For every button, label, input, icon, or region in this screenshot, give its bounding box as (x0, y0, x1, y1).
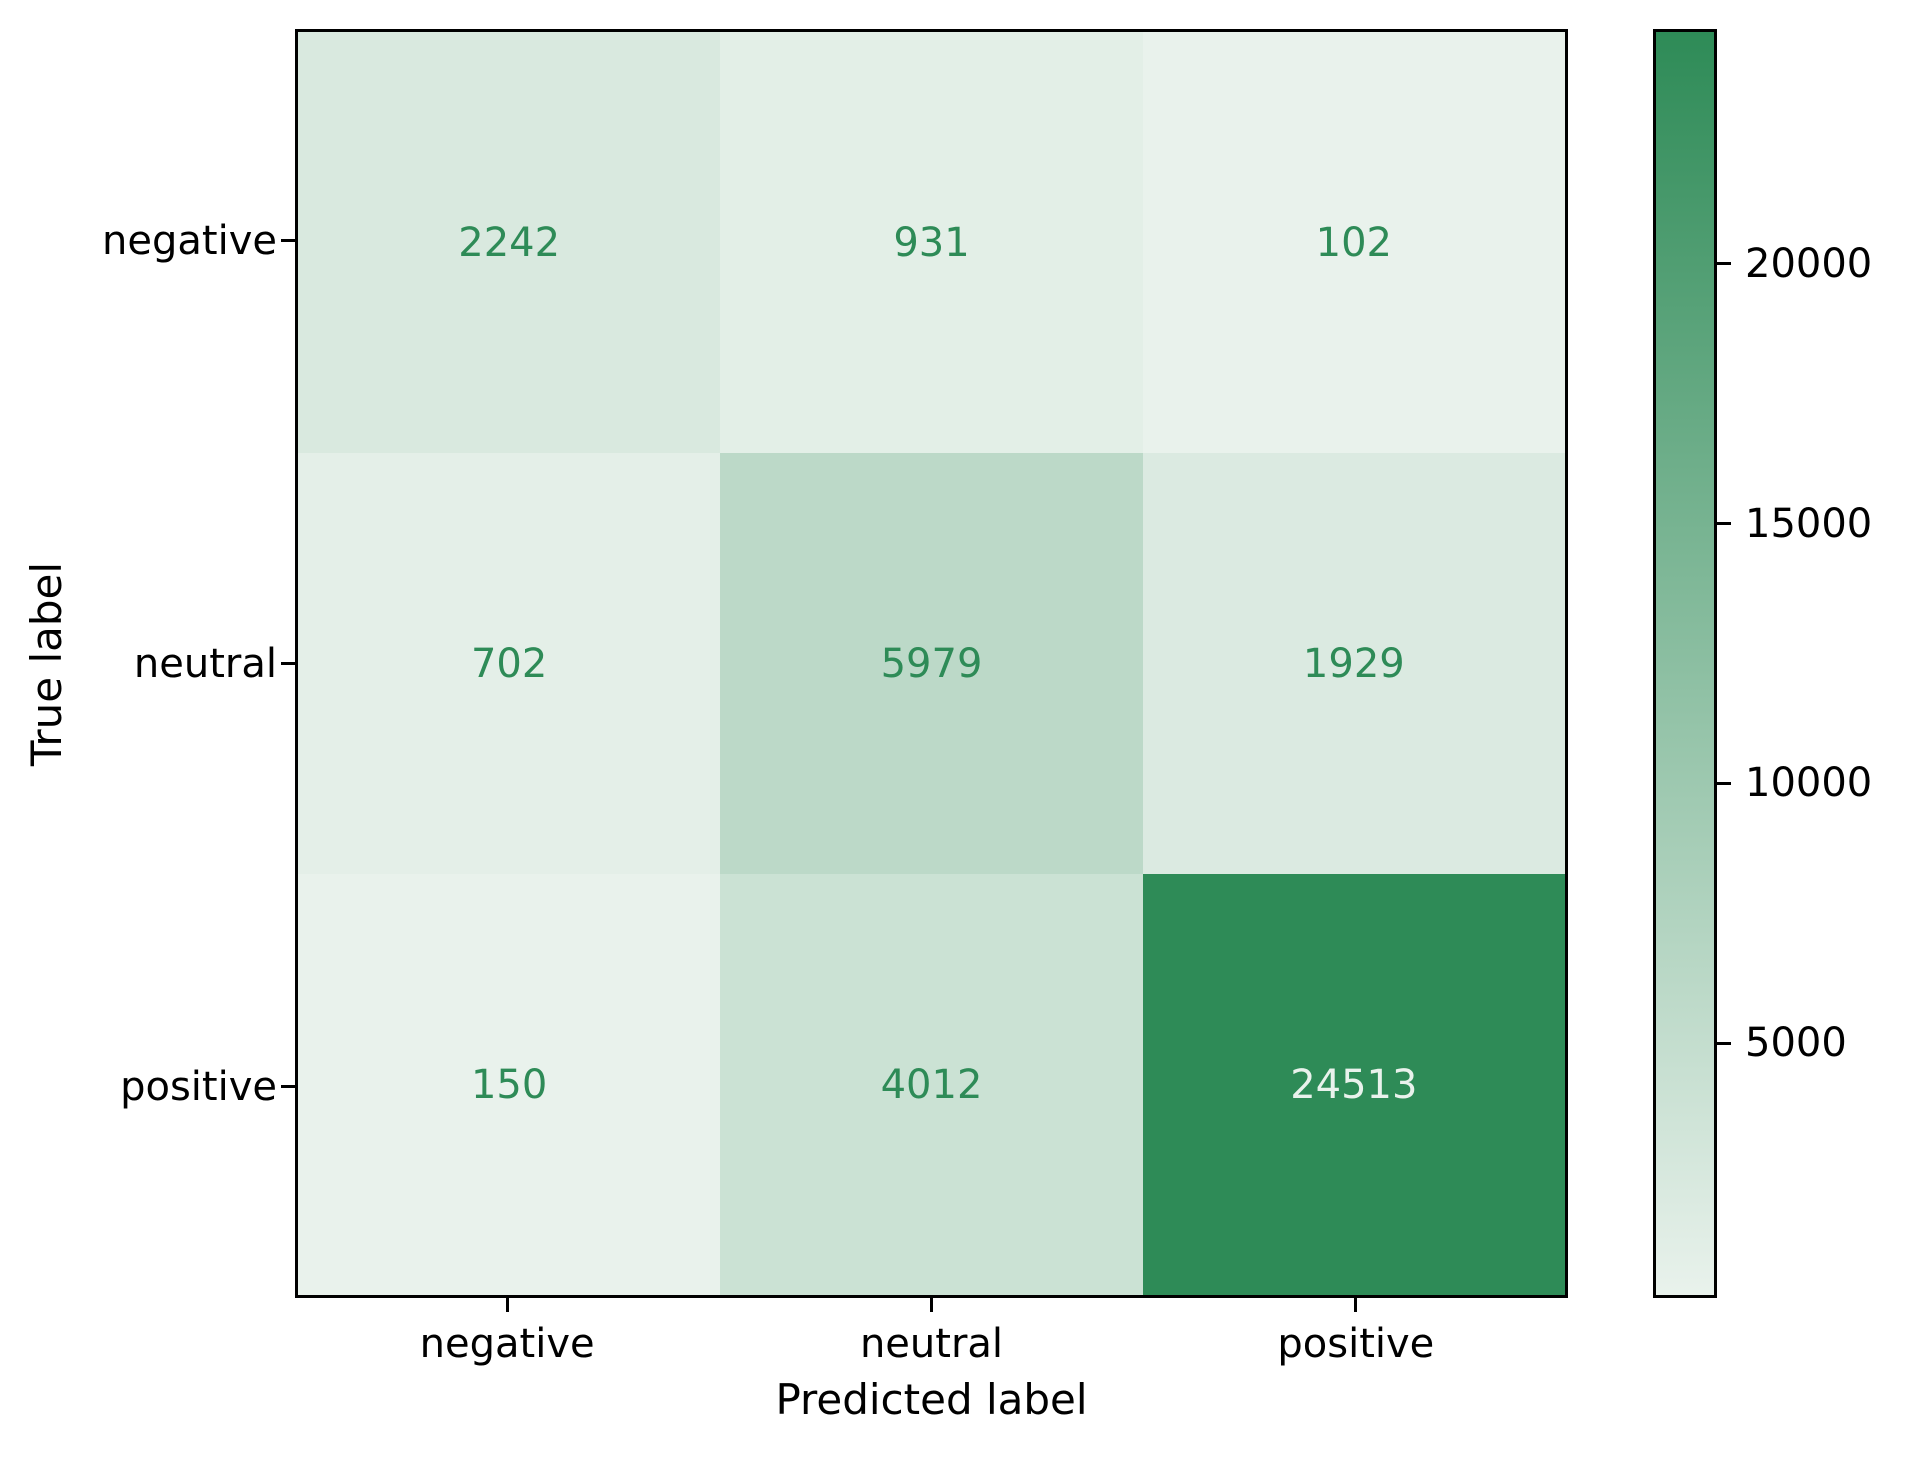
colorbar-tick-label-15000: 15000 (1745, 500, 1873, 547)
x-axis-title: Predicted label (775, 1375, 1088, 1424)
x-tick-mark (930, 1298, 933, 1312)
colorbar (1653, 29, 1717, 1298)
matrix-cell-positive-negative: 150 (298, 874, 721, 1295)
x-tick-label-positive: positive (1277, 1321, 1435, 1367)
y-tick-label-positive: positive (120, 1063, 277, 1110)
y-tick-mark (281, 239, 295, 242)
colorbar-tick-mark (1717, 781, 1731, 785)
colorbar-tick-label-5000: 5000 (1745, 1020, 1847, 1067)
x-tick-mark (505, 1298, 509, 1312)
matrix-cell-negative-positive: 102 (1142, 32, 1565, 453)
colorbar-tick-mark (1717, 262, 1731, 266)
heatmap-plot-area: 2242 931 102 702 5979 1929 150 4012 24513 (295, 29, 1568, 1298)
x-tick-label-negative: negative (419, 1321, 595, 1367)
matrix-cell-neutral-negative: 702 (298, 453, 721, 874)
colorbar-tick-mark (1717, 522, 1731, 526)
y-tick-mark (281, 1085, 295, 1088)
colorbar-tick-label-10000: 10000 (1745, 760, 1873, 807)
matrix-cell-neutral-positive: 1929 (1142, 453, 1565, 874)
matrix-cell-positive-positive: 24513 (1142, 874, 1565, 1295)
matrix-cell-negative-neutral: 931 (720, 32, 1143, 453)
matrix-cell-negative-negative: 2242 (298, 32, 721, 453)
matrix-cell-positive-neutral: 4012 (720, 874, 1143, 1295)
colorbar-tick-label-20000: 20000 (1745, 240, 1873, 287)
y-tick-mark (281, 662, 295, 665)
x-tick-mark (1354, 1298, 1358, 1312)
matrix-cell-neutral-neutral: 5979 (720, 453, 1143, 874)
colorbar-tick-mark (1717, 1041, 1731, 1045)
y-tick-label-negative: negative (102, 217, 277, 264)
x-tick-label-neutral: neutral (859, 1321, 1004, 1367)
y-tick-label-neutral: neutral (133, 640, 277, 687)
